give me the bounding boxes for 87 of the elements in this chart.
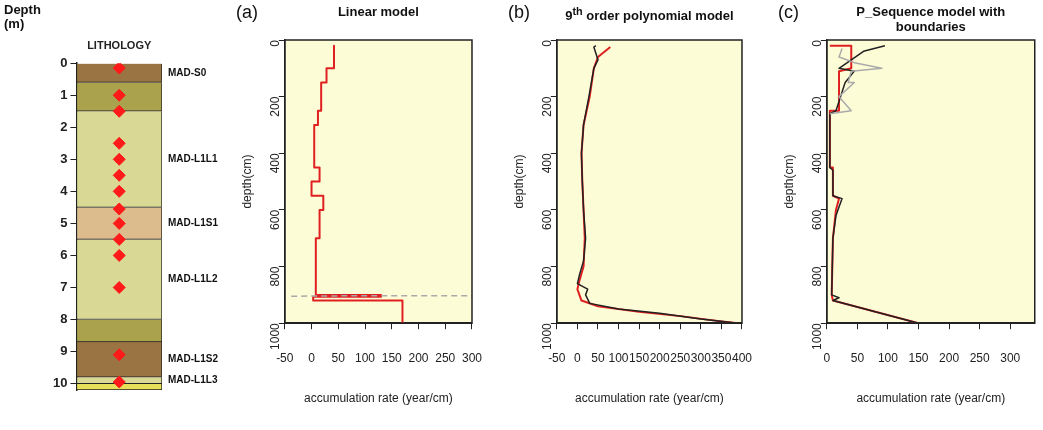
series-label: MAD-L1S2 bbox=[168, 353, 219, 365]
point bbox=[112, 375, 126, 389]
x-tick-label: 300 bbox=[690, 350, 712, 365]
x-tick-label: 200 bbox=[939, 350, 960, 365]
x-tick-label: 350 bbox=[711, 350, 732, 365]
y-tick-label: 1000 bbox=[810, 322, 825, 350]
y-tick-label: 2 bbox=[60, 118, 68, 134]
x-tick-label: 50 bbox=[850, 350, 865, 365]
y-tick-label: 7 bbox=[60, 279, 68, 295]
x-tick-label: 100 bbox=[355, 350, 376, 365]
y-axis-title: Depth (m) bbox=[4, 2, 41, 32]
y-tick-label: 1000 bbox=[540, 322, 555, 350]
y-tick-label: 600 bbox=[540, 209, 555, 230]
y-tick-label: 0 bbox=[60, 54, 68, 70]
category-label: LITHOLOGY bbox=[87, 38, 152, 51]
y-tick-label: 3 bbox=[60, 150, 68, 166]
text: (c) bbox=[778, 1, 799, 22]
y-tick-label: 200 bbox=[540, 96, 555, 117]
chart-title: 9$^{th}$ order polynomial model bbox=[564, 4, 735, 24]
y-tick-label: 400 bbox=[810, 152, 825, 174]
y-tick-label: 200 bbox=[268, 96, 283, 117]
point bbox=[112, 184, 126, 198]
y-tick-label: 400 bbox=[540, 152, 555, 174]
x-tick-label: 50 bbox=[331, 350, 346, 365]
x-tick-label: 300 bbox=[461, 350, 483, 365]
point bbox=[112, 136, 126, 150]
y-tick-label: 4 bbox=[60, 182, 69, 198]
x-axis-title: accumulation rate (year/cm) bbox=[856, 391, 1006, 406]
x-axis-title: accumulation rate (year/cm) bbox=[304, 391, 453, 406]
x-tick-label: 150 bbox=[908, 350, 929, 365]
x-tick-label: 100 bbox=[877, 350, 899, 365]
series-label: MAD-L1L3 bbox=[168, 374, 218, 386]
y-axis-title: depth(cm) bbox=[511, 154, 526, 209]
y-axis-title: depth(cm) bbox=[239, 154, 254, 209]
x-tick-label: 250 bbox=[969, 350, 991, 365]
y-tick-label: 8 bbox=[60, 311, 68, 327]
series-label: MAD-L1L1 bbox=[168, 153, 218, 165]
x-tick-label: 200 bbox=[408, 350, 429, 365]
x-axis-title: accumulation rate (year/cm) bbox=[575, 391, 724, 406]
point bbox=[112, 202, 126, 216]
point bbox=[112, 88, 126, 102]
series-label: MAD-L1S1 bbox=[168, 217, 219, 229]
y-tick-label: 1000 bbox=[268, 322, 283, 350]
x-tick-label: 0 bbox=[574, 350, 582, 365]
y-tick-label: 800 bbox=[810, 266, 825, 287]
y-tick-label: 6 bbox=[60, 247, 68, 263]
y-tick-label: 0 bbox=[810, 39, 825, 47]
x-tick-label: 0 bbox=[308, 350, 316, 365]
y-tick-label: 9 bbox=[60, 343, 68, 359]
point bbox=[112, 248, 126, 262]
point bbox=[112, 216, 126, 230]
y-tick-label: 0 bbox=[540, 39, 555, 47]
x-tick-label: 150 bbox=[629, 350, 650, 365]
y-tick-label: 10 bbox=[52, 375, 68, 391]
y-tick-label: 0 bbox=[268, 39, 283, 47]
text: (b) bbox=[508, 1, 530, 22]
y-tick-label: 200 bbox=[810, 96, 825, 117]
x-tick-label: -50 bbox=[548, 350, 566, 365]
text: (a) bbox=[236, 1, 258, 22]
y-tick-label: 800 bbox=[268, 266, 283, 287]
y-tick-label: 600 bbox=[268, 209, 283, 230]
y-tick-label: 1 bbox=[60, 86, 68, 102]
point bbox=[112, 104, 126, 118]
chart-title: Linear model bbox=[336, 4, 420, 19]
x-tick-label: 50 bbox=[591, 350, 605, 365]
point bbox=[112, 232, 126, 246]
x-tick-label: 250 bbox=[435, 350, 456, 365]
point bbox=[112, 348, 126, 362]
x-tick-label: -50 bbox=[276, 350, 294, 365]
series-label: MAD-S0 bbox=[168, 66, 207, 78]
y-tick-label: 600 bbox=[810, 209, 825, 230]
x-tick-label: 300 bbox=[1000, 350, 1021, 365]
x-tick-label: 400 bbox=[731, 350, 753, 365]
series-label: MAD-L1L2 bbox=[168, 273, 218, 285]
chart-title: P_Sequence model with boundaries bbox=[855, 4, 1007, 34]
y-tick-label: 400 bbox=[268, 152, 283, 174]
y-tick-label: 5 bbox=[60, 214, 68, 230]
x-tick-label: 150 bbox=[381, 350, 403, 365]
x-tick-label: 200 bbox=[649, 350, 671, 365]
y-tick-label: 800 bbox=[540, 266, 555, 287]
point bbox=[112, 63, 126, 75]
x-tick-label: 100 bbox=[608, 350, 629, 365]
y-axis-title: depth(cm) bbox=[781, 154, 796, 209]
point bbox=[112, 168, 126, 182]
point bbox=[112, 280, 126, 294]
point bbox=[112, 152, 126, 166]
x-tick-label: 250 bbox=[670, 350, 691, 365]
